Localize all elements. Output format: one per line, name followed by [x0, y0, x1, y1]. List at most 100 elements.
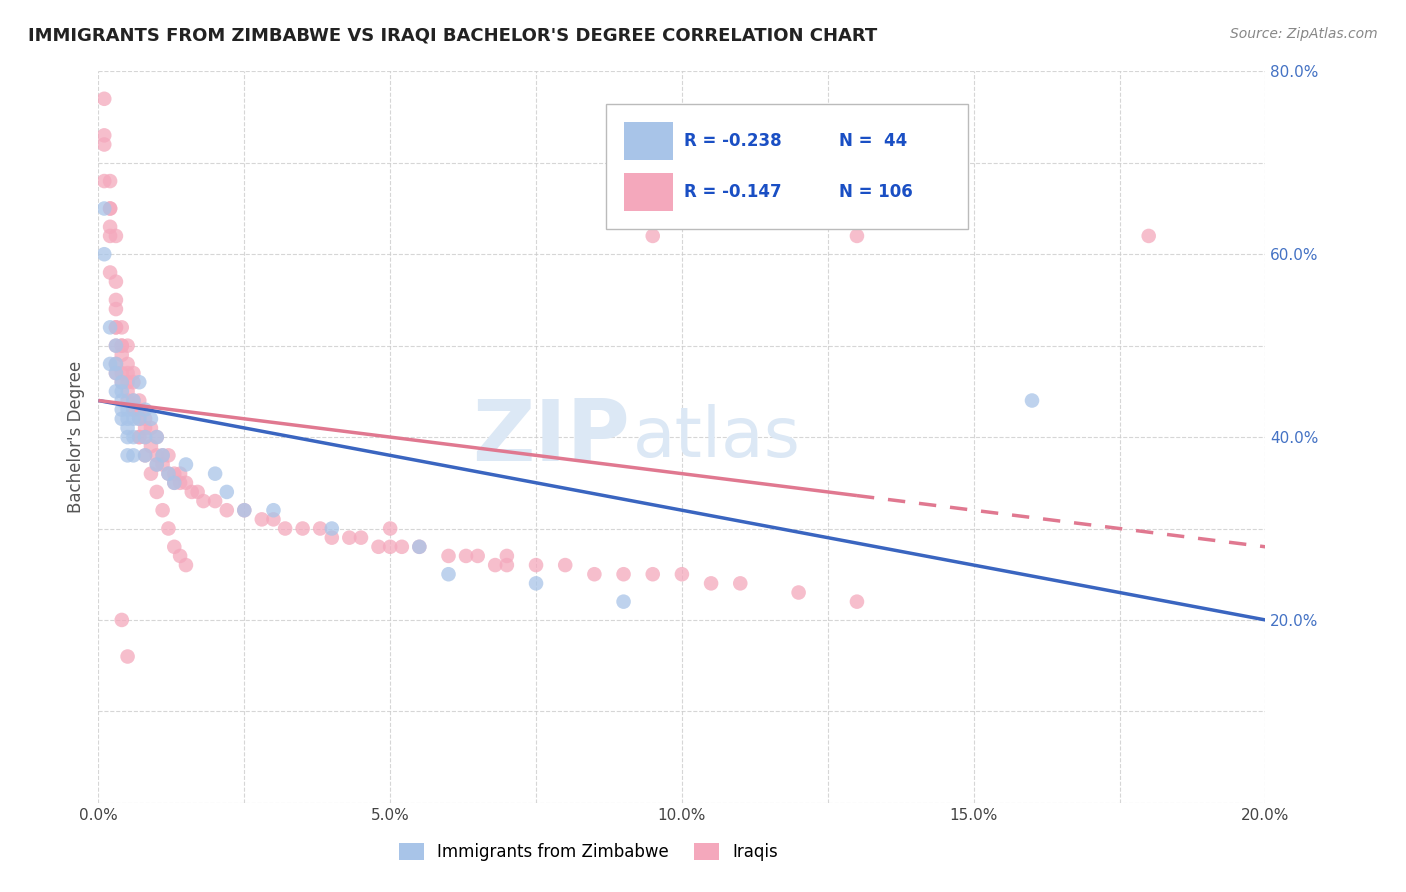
Point [163, 475, 186, 490]
Text: IMMIGRANTS FROM ZIMBABWE VS IRAQI BACHELOR'S DEGREE CORRELATION CHART: IMMIGRANTS FROM ZIMBABWE VS IRAQI BACHEL… [28, 27, 877, 45]
Point [111, 384, 134, 399]
Point [146, 458, 169, 472]
Point [111, 338, 134, 352]
Point [111, 375, 134, 389]
Point [117, 366, 139, 380]
Point [730, 576, 752, 591]
Point [152, 503, 174, 517]
Point [111, 366, 134, 380]
Point [233, 503, 256, 517]
Point [111, 613, 134, 627]
Point [104, 338, 127, 352]
Point [117, 649, 139, 664]
Point [134, 448, 156, 462]
Point [93, 92, 115, 106]
Point [215, 503, 238, 517]
Point [321, 531, 343, 545]
Point [169, 475, 191, 490]
Point [117, 430, 139, 444]
Point [104, 301, 127, 317]
Point [291, 521, 314, 535]
Point [111, 375, 134, 389]
Point [262, 503, 284, 517]
Point [117, 412, 139, 426]
Point [104, 366, 127, 380]
Point [612, 567, 634, 582]
Point [367, 540, 389, 554]
Point [104, 320, 127, 334]
Point [104, 293, 127, 307]
Point [93, 137, 115, 152]
Point [122, 412, 145, 426]
Point [122, 375, 145, 389]
Point [193, 494, 215, 508]
Point [484, 558, 506, 573]
Point [104, 357, 127, 371]
Point [524, 558, 547, 573]
Point [134, 430, 156, 444]
Point [309, 521, 332, 535]
Point [204, 494, 226, 508]
Legend: Immigrants from Zimbabwe, Iraqis: Immigrants from Zimbabwe, Iraqis [392, 836, 785, 868]
Point [157, 448, 180, 462]
Point [122, 430, 145, 444]
Point [846, 229, 869, 244]
Point [117, 421, 139, 435]
Point [98, 219, 121, 234]
Point [146, 430, 169, 444]
Point [111, 338, 134, 352]
Point [122, 393, 145, 408]
Point [111, 320, 134, 334]
Point [117, 402, 139, 417]
Point [117, 338, 139, 352]
Point [104, 338, 127, 352]
FancyBboxPatch shape [624, 122, 672, 160]
Point [139, 412, 162, 426]
Point [134, 412, 156, 426]
Point [454, 549, 477, 563]
Point [169, 549, 191, 563]
Point [152, 448, 174, 462]
Point [128, 430, 150, 444]
Point [583, 567, 606, 582]
FancyBboxPatch shape [624, 173, 672, 211]
Point [496, 558, 519, 573]
Point [250, 512, 273, 526]
Point [163, 467, 186, 481]
Point [111, 402, 134, 417]
Point [98, 357, 121, 371]
Text: R = -0.238: R = -0.238 [685, 132, 782, 150]
Point [104, 275, 127, 289]
Point [93, 247, 115, 261]
Point [122, 402, 145, 417]
Point [157, 467, 180, 481]
Point [146, 430, 169, 444]
Point [128, 412, 150, 426]
FancyBboxPatch shape [606, 104, 967, 228]
Point [104, 320, 127, 334]
Point [321, 521, 343, 535]
Point [204, 467, 226, 481]
Point [104, 357, 127, 371]
Point [408, 540, 430, 554]
Point [146, 485, 169, 500]
Point [496, 549, 519, 563]
Point [437, 567, 460, 582]
Point [139, 421, 162, 435]
Point [93, 202, 115, 216]
Point [380, 521, 402, 535]
Point [233, 503, 256, 517]
Point [215, 485, 238, 500]
Text: N = 106: N = 106 [839, 183, 914, 201]
Point [671, 567, 693, 582]
Text: ZIP: ZIP [471, 395, 630, 479]
Point [163, 540, 186, 554]
Point [641, 567, 664, 582]
Point [98, 229, 121, 244]
Point [117, 393, 139, 408]
Text: Source: ZipAtlas.com: Source: ZipAtlas.com [1230, 27, 1378, 41]
Point [104, 384, 127, 399]
Point [104, 229, 127, 244]
Point [98, 174, 121, 188]
Point [554, 558, 576, 573]
